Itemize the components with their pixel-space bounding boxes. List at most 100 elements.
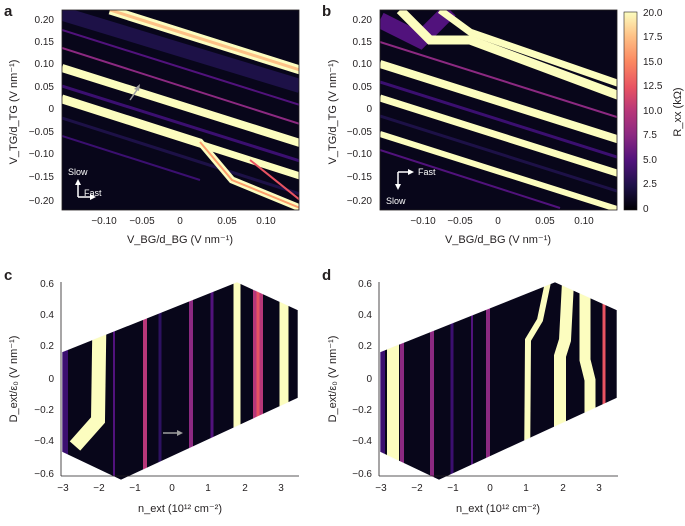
panel-c: c 0.6 0.4 0.2 0 −0.2 −0.4 −0.6 bbox=[4, 267, 299, 515]
panel-b: b Fast Slow 0.20 0.15 0.10 0.05 bbox=[322, 3, 618, 246]
svg-text:−1: −1 bbox=[129, 483, 141, 494]
svg-text:−0.10: −0.10 bbox=[29, 149, 55, 160]
sweep-indicator-a: Slow Fast bbox=[68, 167, 102, 200]
svg-text:−0.6: −0.6 bbox=[352, 469, 372, 480]
svg-text:0: 0 bbox=[366, 374, 372, 385]
svg-text:2.5: 2.5 bbox=[643, 179, 657, 190]
svg-text:−0.05: −0.05 bbox=[29, 127, 55, 138]
svg-text:−0.05: −0.05 bbox=[129, 216, 155, 227]
heatmap-a bbox=[62, 10, 299, 210]
panel-label-c: c bbox=[4, 267, 12, 284]
svg-text:−3: −3 bbox=[57, 483, 69, 494]
colorbar: 20.0 17.5 15.0 12.5 10.0 7.5 5.0 2.5 0 R… bbox=[623, 8, 684, 215]
colorbar-gradient bbox=[623, 11, 638, 211]
svg-text:0.20: 0.20 bbox=[35, 15, 55, 26]
svg-text:−0.4: −0.4 bbox=[352, 436, 372, 447]
svg-text:2: 2 bbox=[242, 483, 248, 494]
y-axis-a: 0.20 0.15 0.10 0.05 0 −0.05 −0.10 −0.15 … bbox=[8, 15, 54, 207]
slow-label: Slow bbox=[386, 196, 406, 206]
svg-text:15.0: 15.0 bbox=[643, 57, 663, 68]
svg-text:7.5: 7.5 bbox=[643, 130, 657, 141]
x-axis-label: V_BG/d_BG (V nm⁻¹) bbox=[445, 234, 551, 246]
svg-text:0.05: 0.05 bbox=[535, 216, 555, 227]
x-axis-label: n_ext (10¹² cm⁻²) bbox=[456, 503, 540, 515]
panel-d: d 0.6 0.4 0.2 0 −0.2 −0.4 −0.6 D_ext/ε₀ bbox=[322, 267, 618, 515]
x-axis-d: −3 −2 −1 0 1 2 3 n_ext (10¹² cm⁻²) bbox=[375, 483, 602, 515]
svg-text:0.05: 0.05 bbox=[353, 82, 373, 93]
svg-text:−0.15: −0.15 bbox=[347, 172, 373, 183]
svg-text:−0.05: −0.05 bbox=[447, 216, 473, 227]
svg-text:5.0: 5.0 bbox=[643, 155, 657, 166]
svg-text:1: 1 bbox=[523, 483, 529, 494]
svg-text:0: 0 bbox=[487, 483, 493, 494]
x-axis-label: n_ext (10¹² cm⁻²) bbox=[138, 503, 222, 515]
panel-label-d: d bbox=[322, 267, 331, 284]
svg-text:0: 0 bbox=[495, 216, 501, 227]
svg-text:0.10: 0.10 bbox=[256, 216, 276, 227]
svg-text:0.15: 0.15 bbox=[353, 37, 373, 48]
svg-text:0.05: 0.05 bbox=[35, 82, 55, 93]
svg-text:0.05: 0.05 bbox=[217, 216, 237, 227]
svg-text:−0.4: −0.4 bbox=[34, 436, 54, 447]
panel-label-a: a bbox=[4, 3, 13, 20]
svg-text:0.10: 0.10 bbox=[574, 216, 594, 227]
svg-text:−0.10: −0.10 bbox=[91, 216, 117, 227]
fast-label: Fast bbox=[84, 188, 102, 198]
svg-text:10.0: 10.0 bbox=[643, 106, 663, 117]
panel-label-b: b bbox=[322, 3, 331, 20]
svg-text:17.5: 17.5 bbox=[643, 32, 663, 43]
sweep-indicator-b: Fast Slow bbox=[386, 167, 436, 206]
svg-text:3: 3 bbox=[278, 483, 284, 494]
svg-text:12.5: 12.5 bbox=[643, 81, 663, 92]
svg-text:0.2: 0.2 bbox=[358, 341, 372, 352]
svg-text:0.6: 0.6 bbox=[40, 279, 54, 290]
y-axis-label: V_TG/d_TG (V nm⁻¹) bbox=[8, 60, 20, 165]
svg-text:−1: −1 bbox=[447, 483, 459, 494]
svg-text:0.4: 0.4 bbox=[40, 310, 54, 321]
panel-a: a Slow Fast 0.20 bbox=[4, 3, 300, 246]
x-axis-c: −3 −2 −1 0 1 2 3 n_ext (10¹² cm⁻²) bbox=[57, 483, 284, 515]
svg-text:0.10: 0.10 bbox=[353, 59, 373, 70]
svg-text:−0.20: −0.20 bbox=[347, 196, 373, 207]
svg-text:20.0: 20.0 bbox=[643, 8, 663, 19]
svg-text:−0.10: −0.10 bbox=[410, 216, 436, 227]
svg-text:0: 0 bbox=[48, 104, 54, 115]
y-axis-b: 0.20 0.15 0.10 0.05 0 −0.05 −0.10 −0.15 … bbox=[327, 15, 372, 207]
svg-text:0: 0 bbox=[169, 483, 175, 494]
svg-text:−2: −2 bbox=[93, 483, 105, 494]
svg-text:−0.2: −0.2 bbox=[352, 405, 372, 416]
y-axis-label: D_ext/ε₀ (V nm⁻¹) bbox=[8, 336, 20, 423]
heatmap-b bbox=[380, 10, 617, 210]
svg-text:−2: −2 bbox=[411, 483, 423, 494]
svg-text:0.20: 0.20 bbox=[353, 15, 373, 26]
svg-text:0.4: 0.4 bbox=[358, 310, 372, 321]
svg-text:−0.15: −0.15 bbox=[29, 172, 55, 183]
svg-text:0.6: 0.6 bbox=[358, 279, 372, 290]
fast-label: Fast bbox=[418, 167, 436, 177]
y-axis-label: V_TG/d_TG (V nm⁻¹) bbox=[327, 60, 339, 165]
svg-text:−0.10: −0.10 bbox=[347, 149, 373, 160]
svg-text:0: 0 bbox=[366, 104, 372, 115]
svg-text:0.10: 0.10 bbox=[35, 59, 55, 70]
svg-text:−0.6: −0.6 bbox=[34, 469, 54, 480]
svg-text:0.2: 0.2 bbox=[40, 341, 54, 352]
svg-text:−0.2: −0.2 bbox=[34, 405, 54, 416]
y-axis-c: 0.6 0.4 0.2 0 −0.2 −0.4 −0.6 D_ext/ε₀ (V… bbox=[8, 279, 54, 480]
x-axis-label: V_BG/d_BG (V nm⁻¹) bbox=[127, 234, 233, 246]
slow-label: Slow bbox=[68, 167, 88, 177]
svg-text:0.15: 0.15 bbox=[35, 37, 55, 48]
svg-text:1: 1 bbox=[205, 483, 211, 494]
y-axis-d: 0.6 0.4 0.2 0 −0.2 −0.4 −0.6 D_ext/ε₀ (V… bbox=[327, 279, 372, 480]
heatmap-background bbox=[380, 282, 617, 480]
svg-text:0: 0 bbox=[177, 216, 183, 227]
svg-text:0: 0 bbox=[643, 204, 649, 215]
svg-text:2: 2 bbox=[560, 483, 566, 494]
x-axis-a: −0.10 −0.05 0 0.05 0.10 V_BG/d_BG (V nm⁻… bbox=[91, 216, 276, 246]
svg-text:−0.05: −0.05 bbox=[347, 127, 373, 138]
svg-text:−3: −3 bbox=[375, 483, 387, 494]
svg-text:−0.20: −0.20 bbox=[29, 196, 55, 207]
svg-text:0: 0 bbox=[48, 374, 54, 385]
x-axis-b: −0.10 −0.05 0 0.05 0.10 V_BG/d_BG (V nm⁻… bbox=[410, 216, 594, 246]
colorbar-label: R_xx (kΩ) bbox=[672, 87, 684, 136]
